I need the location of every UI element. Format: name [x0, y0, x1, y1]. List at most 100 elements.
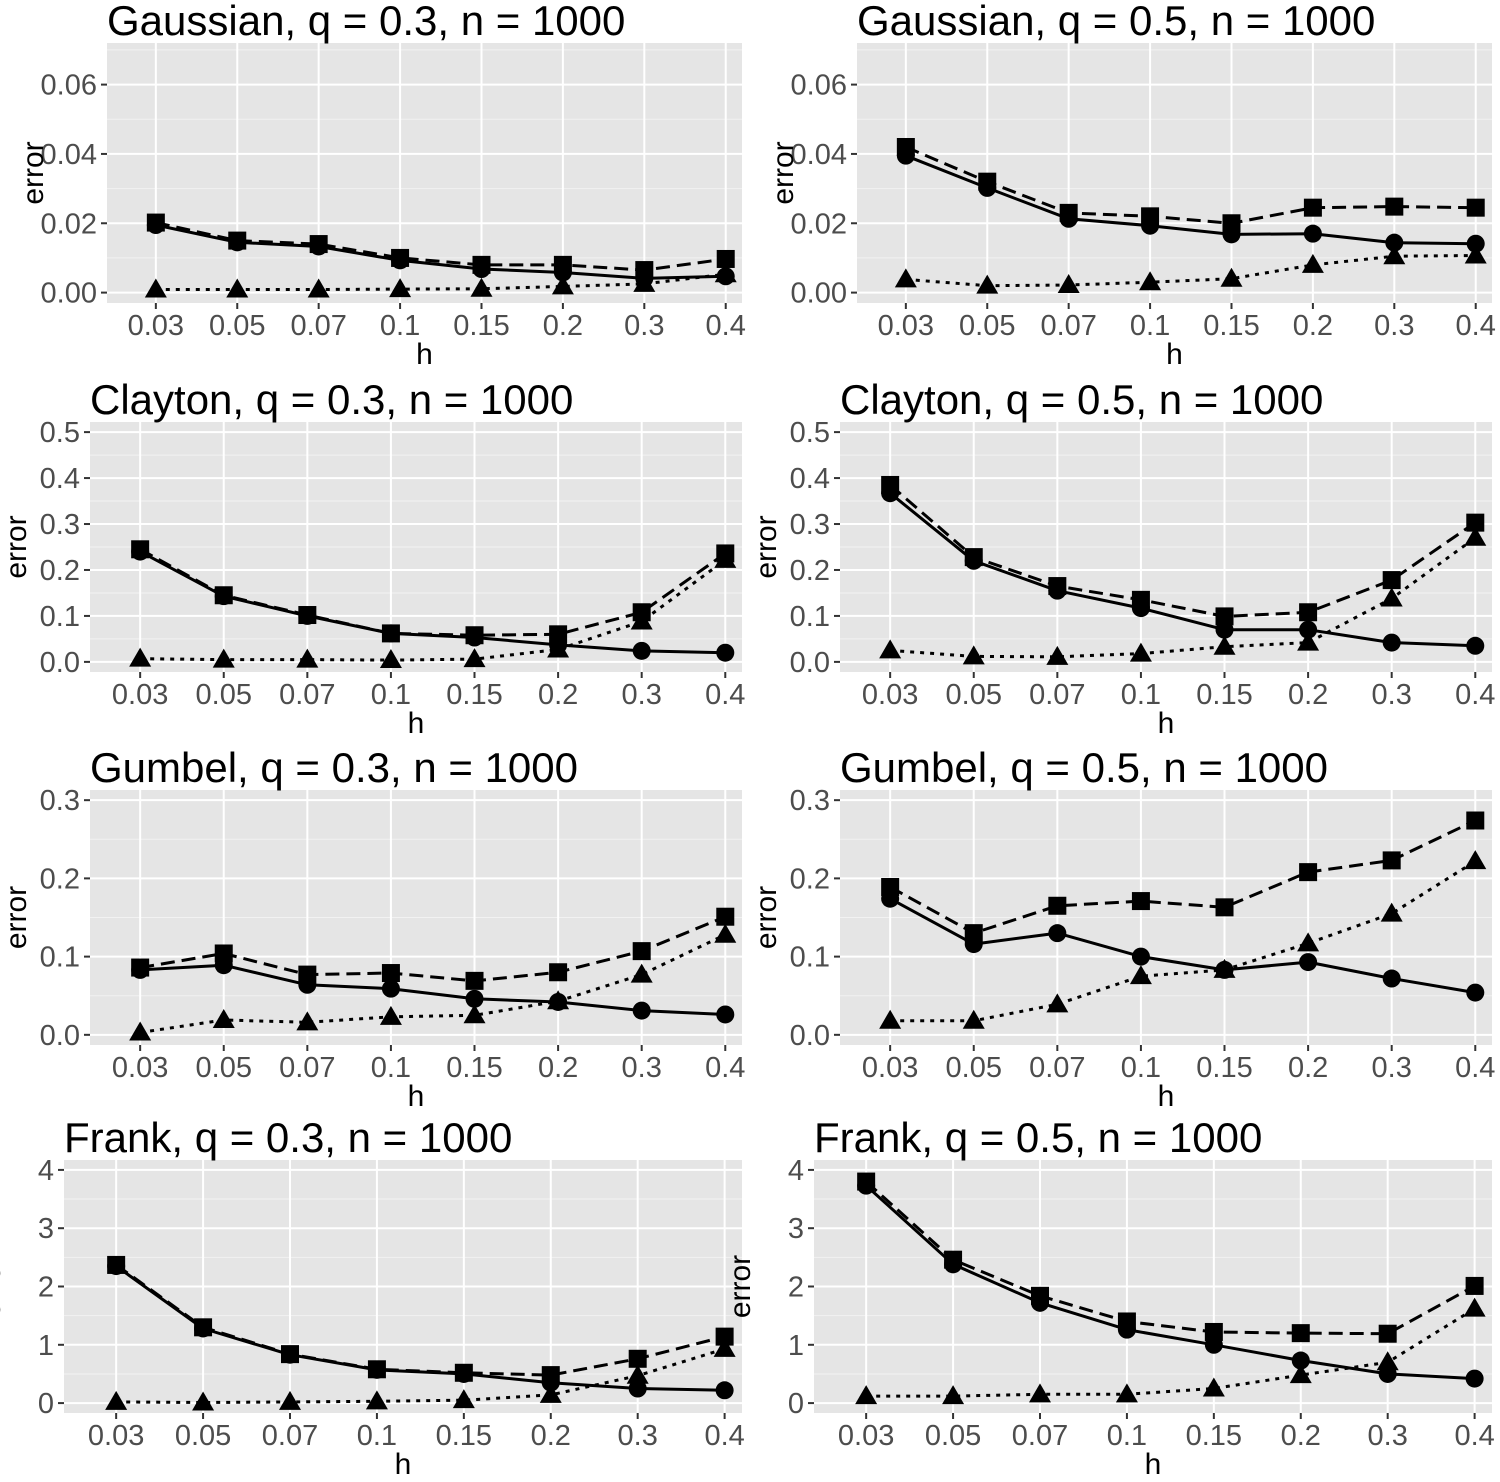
point-square — [549, 625, 568, 644]
point-triangle — [962, 645, 985, 665]
x-tick-label: 0.3 — [1372, 679, 1412, 711]
point-square — [465, 971, 484, 990]
y-tick-label: 0.1 — [790, 942, 830, 974]
x-tick-label: 0.4 — [704, 1420, 744, 1452]
point-square — [1299, 603, 1318, 622]
panel-title: Clayton, q = 0.3, n = 1000 — [90, 376, 573, 423]
point-triangle — [1220, 267, 1243, 287]
y-tick-label: 2 — [788, 1272, 804, 1304]
point-square — [131, 540, 150, 559]
point-circle — [628, 1379, 647, 1398]
y-tick-label: 4 — [38, 1155, 54, 1187]
point-square — [896, 138, 915, 156]
point-square — [465, 626, 484, 645]
series-line-circle — [140, 963, 726, 1016]
point-triangle — [855, 1385, 878, 1405]
y-tick-label: 0.06 — [791, 70, 847, 102]
point-circle — [1385, 233, 1404, 252]
point-square — [1466, 198, 1485, 217]
point-triangle — [1129, 642, 1152, 662]
x-tick-label: 0.05 — [959, 310, 1015, 342]
point-square — [131, 958, 150, 977]
point-triangle — [1202, 1377, 1225, 1397]
x-tick-label: 0.15 — [1196, 679, 1252, 711]
point-square — [309, 235, 328, 254]
series-line-circle — [889, 897, 1476, 995]
y-tick-label: 0.00 — [791, 278, 847, 310]
point-triangle — [212, 648, 235, 668]
x-tick-label: 0.1 — [371, 1052, 411, 1084]
x-tick-label: 0.15 — [1186, 1420, 1242, 1452]
point-square — [628, 1349, 647, 1368]
point-square — [1466, 811, 1485, 830]
point-triangle — [296, 1011, 319, 1031]
point-circle — [1466, 636, 1485, 655]
panel-1: 0.00 0.02 0.04 0.06 0.03 0.05 0.07 0.1 0.15 0.2 0.… — [17, 0, 746, 371]
y-tick-label: 0 — [38, 1388, 54, 1420]
point-square — [549, 963, 568, 982]
point-circle — [1299, 620, 1318, 639]
y-axis-title: error — [750, 515, 783, 578]
panel-2: 0.00 0.02 0.04 0.06 0.03 0.05 0.07 0.1 0.15 0.2 0.… — [767, 0, 1496, 371]
point-square — [214, 586, 233, 605]
x-tick-label: 0.07 — [1029, 1052, 1085, 1084]
x-tick-label: 0.1 — [1121, 679, 1161, 711]
point-triangle — [1213, 958, 1236, 978]
x-tick-label: 0.3 — [624, 310, 664, 342]
point-square — [716, 907, 735, 926]
series-line-triangle — [890, 859, 1477, 1023]
point-square — [1215, 607, 1234, 626]
x-tick-label: 0.4 — [705, 679, 745, 711]
x-tick-label: 0.05 — [946, 679, 1002, 711]
point-circle — [1382, 969, 1401, 988]
x-tick-label: 0.2 — [543, 310, 583, 342]
y-tick-label: 0 — [788, 1388, 804, 1420]
series-line-square — [889, 483, 1477, 618]
point-circle — [381, 979, 400, 998]
point-triangle — [630, 610, 653, 630]
x-tick-label: 0.3 — [1368, 1420, 1408, 1452]
point-triangle — [1383, 245, 1406, 265]
point-circle — [632, 641, 651, 660]
y-tick-label: 3 — [38, 1213, 54, 1245]
panel-6: 0.0 0.1 0.2 0.3 0.03 0.05 0.07 0.1 0.15 0.2 0.3 0.4… — [750, 744, 1495, 1113]
y-tick-label: 0.1 — [40, 942, 80, 974]
point-triangle — [879, 1009, 902, 1029]
point-triangle — [463, 648, 486, 668]
point-square — [1291, 1324, 1310, 1343]
point-square — [1215, 898, 1234, 917]
x-tick-label: 0.1 — [1107, 1420, 1147, 1452]
x-tick-label: 0.15 — [436, 1420, 492, 1452]
x-tick-label: 0.4 — [1454, 1420, 1494, 1452]
series-line-square — [115, 1263, 725, 1377]
x-tick-label: 0.03 — [862, 679, 918, 711]
point-triangle — [1297, 631, 1320, 651]
panel-background — [107, 43, 742, 303]
point-triangle — [470, 277, 493, 297]
point-triangle — [713, 1337, 736, 1357]
point-circle — [715, 1381, 734, 1400]
y-axis-title: error — [724, 1255, 757, 1318]
point-square — [472, 255, 491, 274]
x-tick-label: 0.3 — [1372, 1052, 1412, 1084]
panel-7: 0 1 2 3 4 0.03 0.05 0.07 0.1 0.15 0.2 0.3 0.4 h error F… — [0, 1114, 745, 1481]
x-tick-label: 0.05 — [209, 310, 265, 342]
panel-4: 0.0 0.1 0.2 0.3 0.4 0.5 0.03 0.05 0.07 0.1 0.15 0.2… — [750, 376, 1495, 740]
x-tick-label: 0.15 — [446, 1052, 502, 1084]
point-triangle — [1297, 932, 1320, 952]
series-line-triangle — [890, 536, 1477, 659]
point-square — [1382, 851, 1401, 870]
y-axis-title: error — [0, 1255, 7, 1318]
x-tick-label: 0.2 — [538, 679, 578, 711]
point-square — [857, 1172, 876, 1191]
point-square — [881, 877, 900, 896]
point-square — [1141, 207, 1160, 226]
y-tick-label: 3 — [788, 1213, 804, 1245]
point-square — [553, 255, 572, 274]
point-triangle — [379, 649, 402, 669]
panel-3: 0.0 0.1 0.2 0.3 0.4 0.5 0.03 0.05 0.07 0.1 0.15 0.2… — [0, 376, 745, 740]
x-tick-label: 0.03 — [838, 1420, 894, 1452]
point-triangle — [365, 1390, 388, 1410]
series-line-circle — [865, 1184, 1475, 1381]
